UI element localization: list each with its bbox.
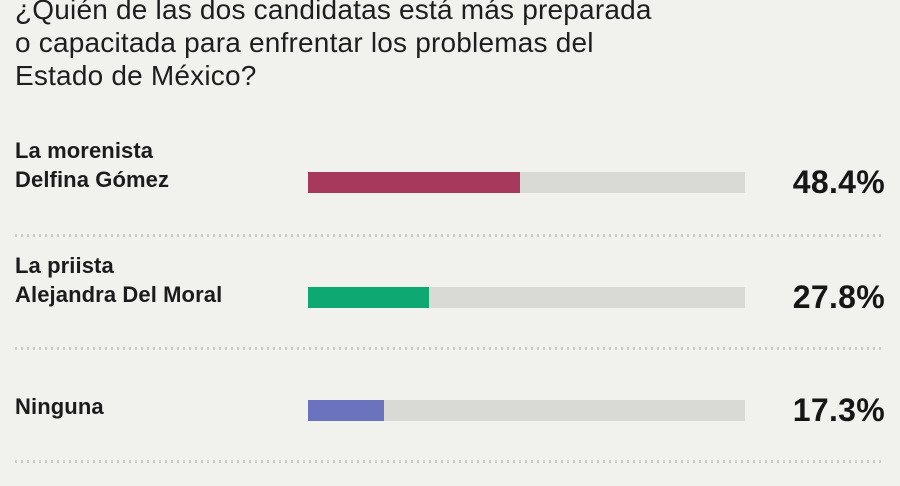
bar-value-delfina-gomez: 48.4% <box>792 164 885 200</box>
bar-fill-delfina-gomez <box>308 172 520 193</box>
bar-label-line: La morenista <box>15 138 154 163</box>
chart-title-line-3: Estado de México? <box>15 60 257 91</box>
bar-track <box>308 287 745 308</box>
dotted-separator <box>15 234 885 237</box>
bar-label-delfina-gomez: La morenista Delfina Gómez <box>15 136 300 194</box>
chart-title-line-1: ¿Quién de las dos candidatas está más pr… <box>15 0 652 25</box>
bar-label-alejandra-del-moral: La priista Alejandra Del Moral <box>15 251 300 309</box>
chart-title: ¿Quién de las dos candidatas está más pr… <box>15 0 875 92</box>
bar-fill-alejandra-del-moral <box>308 287 430 308</box>
chart-title-line-2: o capacitada para enfrentar los problema… <box>15 27 594 58</box>
bar-value-alejandra-del-moral: 27.8% <box>792 279 885 315</box>
bar-track <box>308 172 745 193</box>
bar-label-ninguna: Ninguna <box>15 392 300 421</box>
bar-label-line: La priista <box>15 253 114 278</box>
bar-label-line: Delfina Gómez <box>15 167 170 192</box>
bar-track <box>308 400 745 421</box>
bar-value-ninguna: 17.3% <box>792 392 885 428</box>
bar-label-line: Alejandra Del Moral <box>15 282 223 307</box>
dotted-separator <box>15 347 885 350</box>
dotted-separator <box>15 460 885 463</box>
bar-fill-ninguna <box>308 400 384 421</box>
bar-label-line: Ninguna <box>15 394 104 419</box>
